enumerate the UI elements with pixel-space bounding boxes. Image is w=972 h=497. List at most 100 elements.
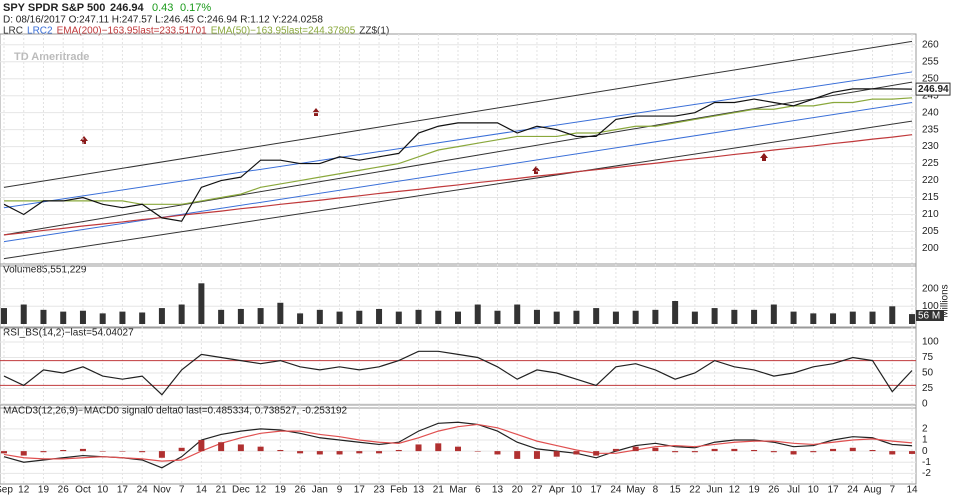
y-tick-label: -2 xyxy=(922,468,931,479)
bar xyxy=(790,311,797,324)
x-tick-label: Aug xyxy=(864,485,882,496)
y-tick-label: 235 xyxy=(922,124,939,135)
bar xyxy=(40,451,47,453)
bar xyxy=(395,311,402,324)
channel-line xyxy=(3,71,913,209)
x-tick-label: 26 xyxy=(768,485,780,496)
bar xyxy=(632,310,639,324)
bar xyxy=(376,451,383,454)
x-tick-label: 13 xyxy=(413,485,425,496)
x-tick-label: Jun xyxy=(707,485,723,496)
bar xyxy=(237,444,244,452)
legend-entry: −163.95last=233.51701 xyxy=(102,26,208,37)
y-tick-label: 25 xyxy=(922,383,934,394)
bar xyxy=(869,311,876,324)
bar xyxy=(770,451,777,453)
marker xyxy=(312,108,320,116)
x-tick-label: 17 xyxy=(117,485,129,496)
x-tick-label: 6 xyxy=(475,485,481,496)
bar xyxy=(316,451,323,455)
bar xyxy=(672,451,679,453)
x-tick-label: 20 xyxy=(512,485,524,496)
x-tick-label: 19 xyxy=(275,485,287,496)
x-tick-label: 19 xyxy=(38,485,50,496)
bar xyxy=(494,310,501,324)
bar xyxy=(494,451,501,455)
bar xyxy=(849,311,856,324)
bar xyxy=(652,309,659,324)
y-tick-label: -1 xyxy=(922,457,931,468)
bar xyxy=(711,448,718,452)
bar xyxy=(751,450,758,452)
bar xyxy=(514,304,521,324)
x-tick-label: 21 xyxy=(216,485,228,496)
bar xyxy=(672,301,679,324)
marker xyxy=(532,166,540,174)
bar xyxy=(474,451,481,452)
x-tick-label: 15 xyxy=(670,485,682,496)
bar xyxy=(593,451,600,456)
bar xyxy=(356,451,363,454)
channel-line xyxy=(3,120,913,260)
bar xyxy=(1,308,7,324)
bar xyxy=(79,448,86,452)
x-tick-label: 26 xyxy=(295,485,307,496)
x-tick-label: Jan xyxy=(312,485,328,496)
bar xyxy=(376,308,383,324)
bar xyxy=(889,306,896,324)
bar xyxy=(257,446,264,452)
bar xyxy=(711,308,718,324)
y-tick-label: 50 xyxy=(922,368,934,379)
series-line xyxy=(3,423,913,462)
y-tick-label: 100 xyxy=(922,301,939,312)
bar xyxy=(60,311,67,324)
panel-title: MACD3(12,26,9)−MACD0 signal0 delta0 last… xyxy=(3,406,348,417)
y-tick-label: 250 xyxy=(922,73,939,84)
legend-entry: EMA(200) xyxy=(57,26,102,37)
bar xyxy=(612,448,619,452)
bar xyxy=(60,450,67,452)
bar xyxy=(40,309,47,324)
x-tick-label: 10 xyxy=(97,485,109,496)
y-tick-label: 240 xyxy=(922,107,939,118)
bar xyxy=(751,309,758,324)
ohlc: D: 08/16/2017 O:247.11 H:247.57 L:246.45… xyxy=(3,15,323,26)
x-tick-label: Apr xyxy=(549,485,565,496)
bar xyxy=(257,308,264,324)
bar xyxy=(316,309,323,324)
x-tick-label: 26 xyxy=(58,485,70,496)
bar xyxy=(533,309,540,324)
bar xyxy=(632,446,639,452)
bar xyxy=(553,311,560,324)
y-tick-label: 100 xyxy=(922,337,939,348)
bar xyxy=(455,311,461,324)
bar xyxy=(731,309,738,324)
last-badge xyxy=(916,310,944,321)
y-axis-label: Millions xyxy=(940,284,951,317)
x-tick-label: 7 xyxy=(889,485,895,496)
last-price-label: 246.94 xyxy=(918,84,949,95)
x-tick-label: Sep xyxy=(0,485,13,496)
y-tick-label: 200 xyxy=(922,283,939,294)
bar xyxy=(277,450,284,452)
bar xyxy=(909,314,915,324)
y-tick-label: 245 xyxy=(922,90,939,101)
bar xyxy=(830,448,837,452)
bar xyxy=(849,447,856,452)
y-tick-label: 215 xyxy=(922,192,939,203)
series-line xyxy=(3,88,913,222)
bar xyxy=(889,451,896,455)
x-tick-label: 10 xyxy=(571,485,583,496)
x-tick-label: Mar xyxy=(449,485,467,496)
bar xyxy=(652,447,659,452)
y-tick-label: 220 xyxy=(922,175,939,186)
bar xyxy=(731,448,738,452)
x-tick-label: 17 xyxy=(591,485,603,496)
x-tick-label: Nov xyxy=(153,485,171,496)
series-line xyxy=(4,97,913,205)
marker xyxy=(760,153,768,161)
legend-entry: LRC xyxy=(3,26,23,37)
x-tick-label: 10 xyxy=(808,485,820,496)
